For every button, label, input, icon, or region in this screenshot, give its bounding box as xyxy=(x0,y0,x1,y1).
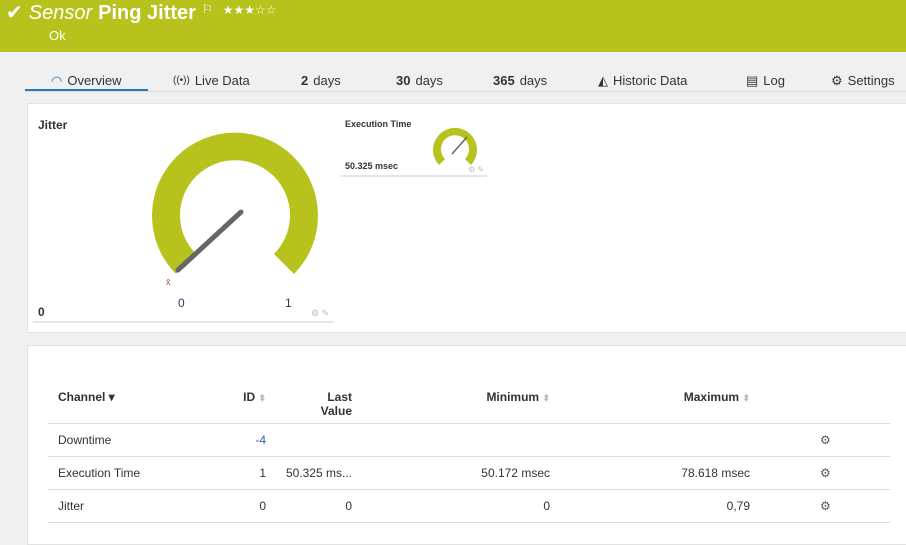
tab-label: Settings xyxy=(847,73,895,88)
broadcast-icon: ((•)) xyxy=(173,75,190,86)
sensor-prefix: Sensor xyxy=(28,2,93,24)
header-label: Minimum xyxy=(486,390,540,404)
sensor-title-row: ✔ Sensor Ping Jitter ⚐ ★★★☆☆ xyxy=(6,2,277,25)
tab-live-data[interactable]: ((•)) Live Data xyxy=(173,73,250,89)
id-cell: -4 xyxy=(198,423,266,457)
exec-gauge-needle xyxy=(451,136,468,155)
tab-2-days[interactable]: 2 days xyxy=(301,73,341,89)
tab-label: days xyxy=(313,73,341,88)
tab-historic-data[interactable]: ◭ Historic Data xyxy=(598,73,687,89)
channel-cell[interactable]: Downtime xyxy=(48,423,198,457)
minimum-header[interactable]: Minimum ⬍ xyxy=(352,385,550,424)
area-chart-icon: ◭ xyxy=(598,73,608,88)
actions-header xyxy=(750,385,890,424)
table-row[interactable]: Jitter 0 0 0 0,79 ⚙ xyxy=(48,489,890,523)
table-header-row: Channel ▾ ID ⬍ Last Value Minimum ⬍ Maxi… xyxy=(48,385,890,424)
exec-value: 50.325 msec xyxy=(345,161,399,171)
tab-num: 30 xyxy=(396,73,411,88)
channels-table: Channel ▾ ID ⬍ Last Value Minimum ⬍ Maxi… xyxy=(48,385,890,523)
gauge-max-label: 1 xyxy=(285,296,292,310)
channel-header[interactable]: Channel ▾ xyxy=(48,385,198,424)
tab-label: days xyxy=(519,73,548,88)
gauge-icon: ◠ xyxy=(51,73,63,88)
id-cell: 0 xyxy=(198,489,266,523)
channel-settings-icon[interactable]: ⚙ xyxy=(750,489,890,523)
tab-365-days[interactable]: 365 days xyxy=(493,73,547,89)
last-cell: 0 xyxy=(266,489,352,523)
jitter-value: 0 xyxy=(38,305,45,319)
exec-gauge-title: Execution Time xyxy=(345,119,412,129)
min-cell xyxy=(352,423,550,457)
maximum-header[interactable]: Maximum ⬍ xyxy=(550,385,750,424)
table-row[interactable]: Downtime -4 ⚙ xyxy=(48,423,890,457)
min-cell: 0 xyxy=(352,489,550,523)
gauge-settings-pin-icon[interactable]: ⚙ ✎ xyxy=(311,308,330,318)
tab-num: 2 xyxy=(301,73,309,88)
gauges-svg xyxy=(33,127,487,323)
tab-label: Log xyxy=(763,73,785,88)
tab-30-days[interactable]: 30 days xyxy=(396,73,443,89)
min-cell: 50.172 msec xyxy=(352,456,550,490)
exec-gauge-arc xyxy=(433,127,478,165)
channel-cell[interactable]: Execution Time xyxy=(48,456,198,490)
channel-settings-icon[interactable]: ⚙ xyxy=(750,456,890,490)
sensor-title: ✔ Sensor Ping Jitter ⚐ xyxy=(6,2,213,25)
max-cell: 0,79 xyxy=(550,489,750,523)
priority-stars[interactable]: ★★★☆☆ xyxy=(222,3,277,17)
last-cell xyxy=(266,423,352,457)
status-text: Ok xyxy=(49,28,66,43)
last-cell: 50.325 ms... xyxy=(266,456,352,490)
last-value-header[interactable]: Last Value xyxy=(266,385,352,424)
header-label: Last Value xyxy=(320,390,352,418)
channel-settings-icon[interactable]: ⚙ xyxy=(750,423,890,457)
header-label: ID xyxy=(243,390,256,404)
tab-label: Live Data xyxy=(194,73,250,88)
gear-icon: ⚙ xyxy=(831,73,843,88)
log-icon: ▤ xyxy=(746,73,759,88)
jitter-gauge-needle xyxy=(175,209,244,273)
id-header[interactable]: ID ⬍ xyxy=(198,385,266,424)
header-label: Maximum xyxy=(683,390,740,404)
tab-label: Overview xyxy=(67,73,122,88)
average-marker: x̄ xyxy=(166,277,171,287)
tab-num: 365 xyxy=(493,73,515,88)
channel-cell[interactable]: Jitter xyxy=(48,489,198,523)
gauge-min-label: 0 xyxy=(178,296,185,310)
max-cell: 78.618 msec xyxy=(550,456,750,490)
jitter-gauge-title: Jitter xyxy=(38,118,68,132)
tab-overview[interactable]: ◠ Overview xyxy=(25,73,148,91)
check-icon: ✔ xyxy=(6,2,23,24)
max-cell xyxy=(550,423,750,457)
jitter-gauge-arc xyxy=(152,132,318,274)
id-cell: 1 xyxy=(198,456,266,490)
table-row[interactable]: Execution Time 1 50.325 ms... 50.172 msec 78… xyxy=(48,456,890,490)
tab-log[interactable]: ▤ Log xyxy=(746,73,785,89)
tab-bar: ◠ Overview ((•)) Live Data 2 days 30 days 36… xyxy=(25,70,906,92)
tab-settings[interactable]: ⚙ Settings xyxy=(831,73,895,89)
sensor-header: ✔ Sensor Ping Jitter ⚐ ★★★☆☆ Ok xyxy=(0,0,906,52)
header-label: Channel xyxy=(58,390,106,404)
sensor-name: Ping Jitter xyxy=(98,2,196,24)
exec-settings-pin-icon[interactable]: ⚙ ✎ xyxy=(468,165,485,174)
tab-label: days xyxy=(415,73,443,88)
flag-icon[interactable]: ⚐ xyxy=(201,2,213,16)
tab-label: Historic Data xyxy=(613,73,688,88)
